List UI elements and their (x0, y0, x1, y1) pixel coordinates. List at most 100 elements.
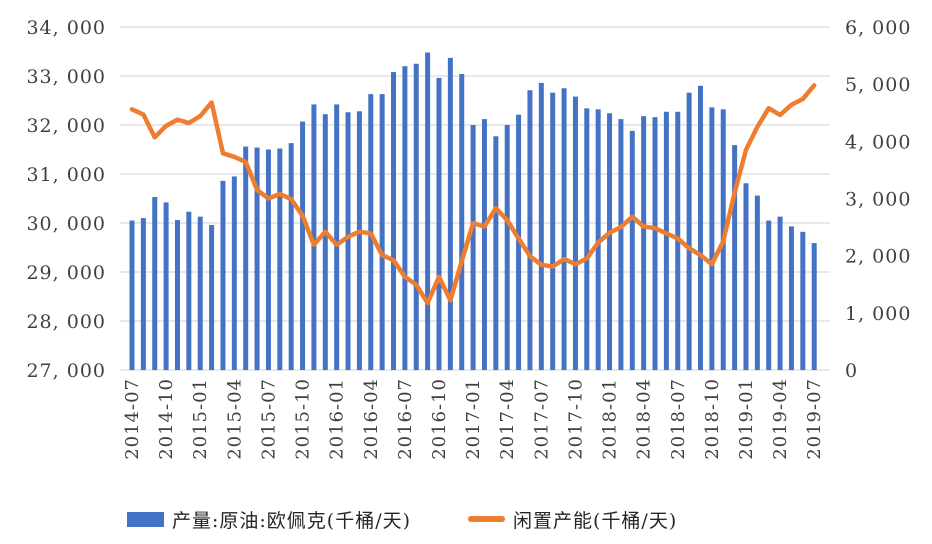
x-axis-tick-label: 2017-10 (565, 378, 586, 460)
y-axis-left-tick-label: 33, 000 (26, 66, 106, 88)
production-bar (277, 148, 283, 370)
production-bar (618, 119, 624, 371)
x-axis-tick-label: 2018-04 (634, 378, 655, 460)
x-axis-tick-label: 2016-07 (395, 378, 416, 460)
production-bar (481, 119, 487, 371)
production-bar (504, 125, 510, 370)
production-bar (436, 77, 442, 371)
production-bar (152, 197, 158, 370)
spare-capacity-line-swatch (468, 516, 505, 522)
production-bar (447, 57, 453, 371)
production-bar (527, 90, 533, 371)
y-axis-right-tick-label: 1, 000 (845, 303, 911, 325)
production-bar (220, 180, 226, 370)
production-bar (686, 92, 692, 370)
y-axis-right-tick-label: 5, 000 (845, 74, 911, 96)
production-bar (470, 125, 476, 370)
production-bar-swatch (127, 511, 164, 527)
x-axis-tick-label: 2019-01 (736, 378, 757, 460)
production-bar (413, 63, 419, 370)
production-bar (186, 211, 192, 370)
production-bar (174, 220, 180, 370)
production-bar (459, 74, 465, 370)
legend-item-spare-capacity: 闲置产能(千桶/天) (468, 508, 678, 532)
x-axis-tick-label: 2015-07 (258, 378, 279, 460)
x-axis-tick-label: 2017-01 (463, 378, 484, 460)
y-axis-right-tick-label: 2, 000 (845, 246, 911, 268)
x-axis-tick-label: 2018-01 (600, 378, 621, 460)
production-bar (629, 130, 635, 370)
x-axis-tick-label: 2017-04 (497, 378, 518, 460)
legend-item-production: 产量:原油:欧佩克(千桶/天) (127, 508, 412, 532)
production-bar (572, 96, 578, 370)
x-axis-tick-label: 2018-07 (668, 378, 689, 460)
x-axis-tick-label: 2016-01 (327, 378, 348, 460)
production-bar (698, 85, 703, 371)
production-bar (129, 220, 135, 370)
production-bar (163, 202, 169, 370)
production-bar (811, 243, 817, 370)
production-bar (391, 72, 397, 370)
production-bar (345, 112, 351, 370)
y-axis-left-tick-label: 30, 000 (26, 213, 106, 235)
production-bar (550, 92, 556, 370)
y-axis-right-tick-label: 6, 000 (845, 17, 911, 39)
x-axis-tick-label: 2015-04 (224, 378, 245, 460)
production-bar (732, 145, 738, 370)
x-axis-tick-label: 2019-04 (770, 378, 791, 460)
y-axis-left-tick-label: 28, 000 (26, 311, 106, 333)
production-bar (140, 218, 146, 370)
x-axis-tick-label: 2016-04 (361, 378, 382, 460)
x-axis-tick-label: 2018-10 (702, 378, 723, 460)
x-axis-tick-label: 2016-10 (429, 378, 450, 460)
production-bar (197, 216, 203, 370)
production-bar (425, 52, 431, 370)
production-bar (300, 121, 306, 370)
x-axis-tick-label: 2019-07 (804, 378, 825, 460)
production-bar (743, 183, 749, 370)
spare-capacity-line (129, 83, 817, 306)
production-bar (311, 104, 317, 371)
production-bar (209, 224, 215, 370)
production-bar (652, 117, 658, 370)
production-bar (334, 104, 340, 371)
production-bar (379, 94, 385, 370)
y-axis-left-tick-label: 31, 000 (26, 164, 106, 186)
production-bar (777, 216, 783, 370)
y-axis-left-tick-label: 29, 000 (26, 262, 106, 284)
x-axis-tick-label: 2015-10 (293, 378, 314, 460)
y-axis-left-tick-label: 27, 000 (26, 360, 106, 382)
y-axis-right-tick-label: 4, 000 (845, 131, 911, 153)
production-bar (788, 226, 794, 370)
production-bar (538, 82, 544, 371)
production-bar (356, 111, 362, 370)
production-bar (766, 220, 772, 370)
production-bar (663, 111, 669, 371)
production-bar (800, 231, 806, 370)
x-axis-tick-label: 2017-07 (531, 378, 552, 460)
production-bar (288, 143, 294, 370)
production-bar (641, 116, 647, 371)
production-bar (709, 107, 715, 371)
y-axis-left-tick-label: 34, 000 (26, 17, 106, 39)
production-bar (607, 113, 613, 371)
x-axis-tick-label: 2015-01 (190, 378, 211, 460)
legend-label-spare-capacity: 闲置产能(千桶/天) (513, 509, 678, 532)
production-bar (561, 88, 567, 370)
legend-label-production: 产量:原油:欧佩克(千桶/天) (172, 509, 412, 532)
x-axis-tick-label: 2014-10 (156, 378, 177, 460)
y-axis-right-tick-label: 3, 000 (845, 189, 911, 211)
x-axis-tick-label: 2014-07 (122, 378, 143, 460)
production-bar (254, 147, 260, 370)
production-bar (493, 136, 499, 370)
production-bar (243, 146, 249, 370)
production-bar (584, 108, 590, 370)
production-bar (231, 176, 237, 370)
production-bar (402, 66, 408, 370)
y-axis-left-tick-label: 32, 000 (26, 115, 106, 137)
y-axis-right-tick-label: 0 (845, 360, 858, 382)
production-bar (754, 195, 760, 370)
production-bar (322, 114, 328, 370)
